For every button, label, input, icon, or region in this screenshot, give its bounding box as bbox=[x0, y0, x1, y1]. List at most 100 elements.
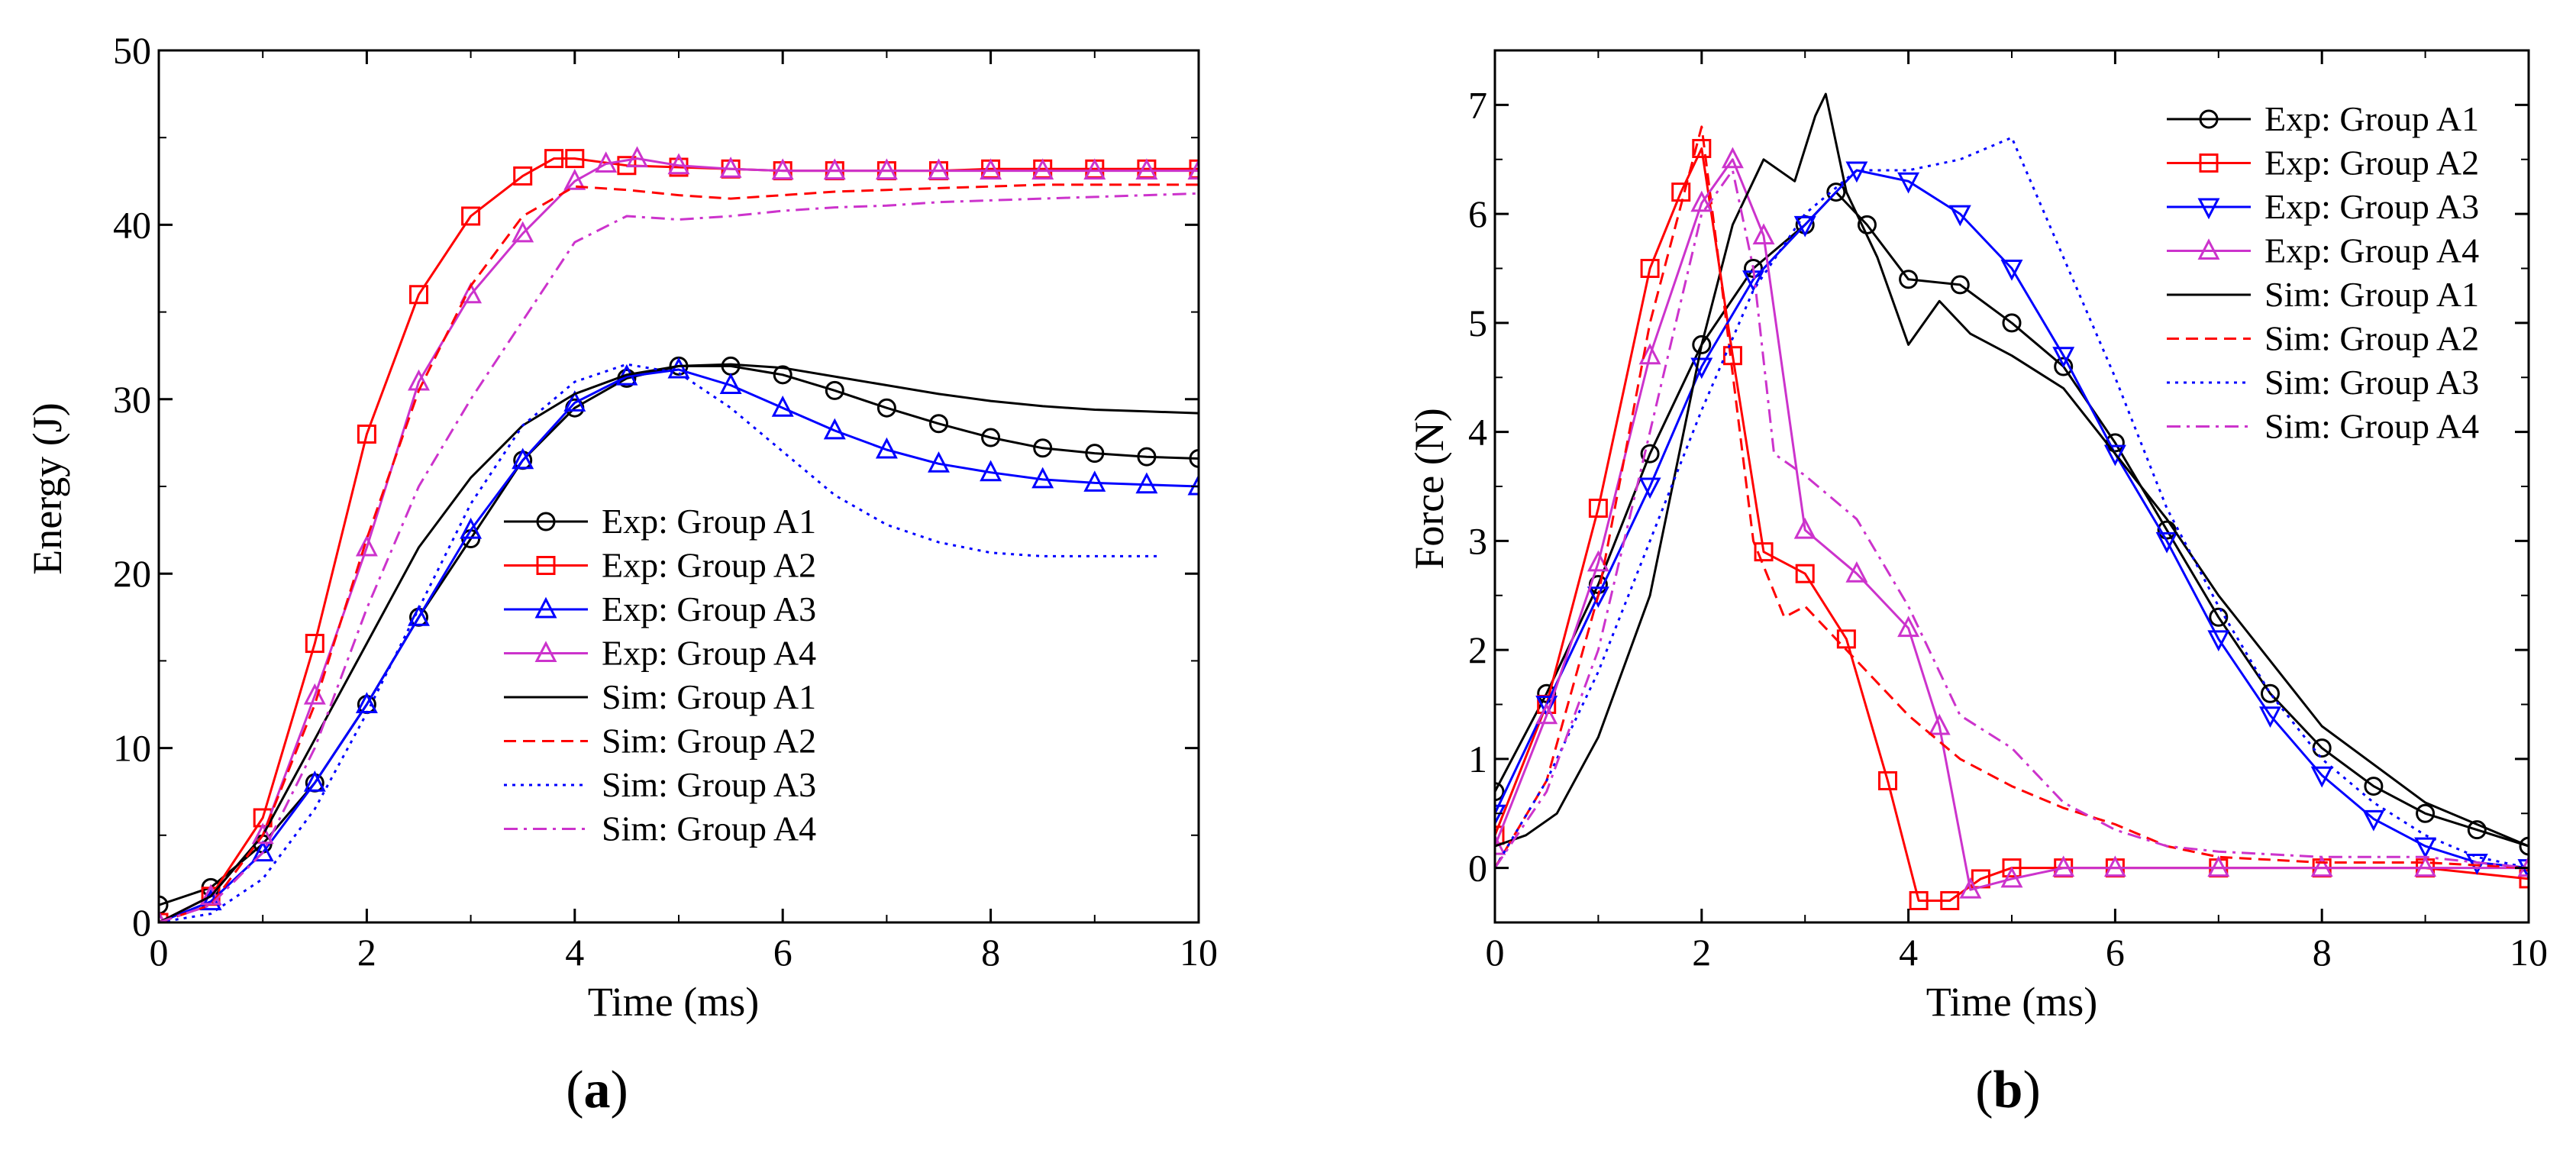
data-point bbox=[1878, 770, 1898, 790]
data-point bbox=[2259, 706, 2281, 728]
series-line bbox=[159, 363, 1199, 922]
legend-label: Exp: Group A4 bbox=[602, 634, 816, 673]
data-point bbox=[534, 641, 557, 662]
data-point bbox=[825, 380, 844, 400]
panel-label: (a) bbox=[566, 1061, 628, 1119]
data-point bbox=[1083, 158, 1106, 180]
y-axis-title: Force (N) bbox=[1406, 408, 1452, 569]
data-point bbox=[1722, 346, 1742, 366]
data-point bbox=[2362, 809, 2385, 832]
data-point bbox=[1671, 183, 1691, 202]
legend: Exp: Group A1 Exp: Group A2 Exp: Group A3 E… bbox=[2167, 99, 2479, 446]
data-point bbox=[1495, 825, 1505, 845]
data-point bbox=[1588, 499, 1608, 518]
data-point bbox=[1083, 470, 1106, 492]
series-line bbox=[1495, 136, 2529, 870]
data-point bbox=[534, 596, 557, 619]
data-point bbox=[875, 158, 898, 180]
data-point bbox=[1495, 804, 1506, 826]
data-point bbox=[1137, 447, 1157, 467]
y-tick-label: 5 bbox=[1468, 302, 1487, 344]
legend-label: Sim: Group A3 bbox=[2264, 363, 2479, 402]
data-point bbox=[1495, 782, 1505, 802]
series-line bbox=[159, 157, 1199, 922]
data-point bbox=[1752, 223, 1775, 245]
data-point bbox=[823, 418, 846, 440]
data-point bbox=[1948, 205, 1971, 227]
data-point bbox=[408, 605, 430, 626]
series-line bbox=[159, 363, 1157, 922]
series-line bbox=[1495, 92, 2529, 848]
series-line bbox=[1495, 169, 2529, 870]
data-point bbox=[513, 166, 533, 186]
data-point bbox=[771, 158, 794, 180]
data-point bbox=[1826, 183, 1846, 202]
data-point bbox=[355, 535, 378, 557]
legend-label: Sim: Group A1 bbox=[602, 677, 816, 716]
data-point bbox=[1795, 564, 1815, 583]
data-point bbox=[1845, 560, 1868, 583]
data-point bbox=[928, 451, 950, 473]
series-line bbox=[159, 368, 1199, 922]
data-point bbox=[626, 146, 648, 168]
y-tick-label: 2 bbox=[1468, 628, 1487, 671]
x-tick-label: 10 bbox=[1180, 931, 1218, 974]
data-point bbox=[1692, 138, 1712, 158]
legend-label: Exp: Group A1 bbox=[602, 502, 816, 541]
x-tick-label: 2 bbox=[1692, 931, 1711, 974]
data-point bbox=[595, 151, 618, 173]
legend-label: Sim: Group A2 bbox=[2264, 319, 2479, 358]
y-axis-title: Energy (J) bbox=[24, 402, 70, 574]
data-point bbox=[1033, 438, 1053, 458]
data-point bbox=[875, 437, 898, 459]
data-point bbox=[2052, 347, 2075, 368]
data-point bbox=[1638, 477, 1661, 499]
data-point bbox=[305, 634, 324, 654]
data-point bbox=[1187, 473, 1199, 496]
data-point bbox=[2054, 357, 2074, 376]
data-point bbox=[512, 447, 534, 470]
data-point bbox=[1135, 158, 1158, 180]
data-point bbox=[1940, 890, 1960, 910]
data-point bbox=[1899, 270, 1919, 289]
data-point bbox=[1031, 467, 1054, 489]
data-point bbox=[2000, 260, 2023, 281]
y-tick-label: 20 bbox=[113, 552, 151, 595]
data-point bbox=[2197, 238, 2220, 260]
legend-label: Exp: Group A2 bbox=[2264, 144, 2479, 183]
data-point bbox=[2519, 836, 2529, 856]
data-point bbox=[1587, 550, 1609, 572]
x-tick-label: 0 bbox=[150, 931, 169, 974]
data-point bbox=[823, 158, 846, 180]
data-point bbox=[771, 395, 794, 417]
series-line bbox=[1495, 125, 2529, 870]
data-point bbox=[1950, 275, 1970, 295]
data-point bbox=[2310, 855, 2333, 877]
data-point bbox=[2310, 766, 2333, 788]
data-point bbox=[199, 883, 222, 906]
legend-label: Sim: Group A2 bbox=[602, 722, 816, 761]
data-point bbox=[544, 149, 564, 169]
x-tick-label: 10 bbox=[2510, 931, 2548, 974]
data-point bbox=[1638, 343, 1661, 365]
y-tick-label: 7 bbox=[1468, 83, 1487, 126]
data-point bbox=[2207, 855, 2230, 877]
data-point bbox=[1692, 334, 1712, 354]
data-point bbox=[2467, 820, 2487, 840]
data-point bbox=[773, 365, 792, 385]
data-point bbox=[2103, 855, 2126, 877]
data-point bbox=[667, 153, 690, 175]
y-tick-label: 0 bbox=[1468, 847, 1487, 890]
y-tick-label: 4 bbox=[1468, 411, 1487, 454]
data-point bbox=[1928, 713, 1951, 735]
data-point bbox=[303, 770, 326, 792]
data-point bbox=[1535, 703, 1558, 725]
y-tick-label: 0 bbox=[132, 901, 151, 944]
y-tick-label: 1 bbox=[1468, 738, 1487, 780]
data-point bbox=[2209, 607, 2229, 627]
legend-label: Exp: Group A2 bbox=[602, 546, 816, 585]
data-point bbox=[2414, 855, 2437, 877]
legend-label: Exp: Group A1 bbox=[2264, 99, 2479, 138]
series-line bbox=[159, 183, 1199, 922]
data-point bbox=[1909, 890, 1929, 910]
